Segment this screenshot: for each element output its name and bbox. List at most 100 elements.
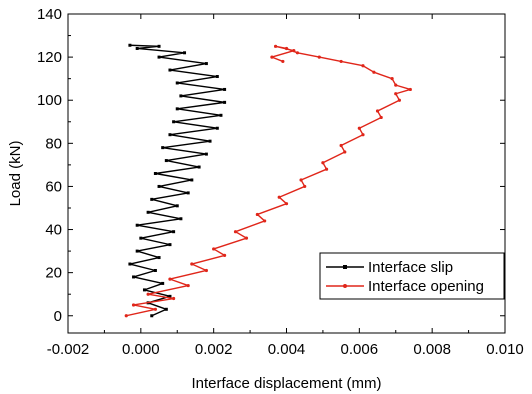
legend-marker: [343, 284, 347, 288]
data-point: [175, 81, 179, 85]
data-point: [372, 70, 376, 74]
data-point: [172, 230, 176, 234]
data-point: [281, 59, 285, 64]
y-tick-label: 100: [37, 92, 62, 109]
data-point: [146, 210, 150, 214]
data-point: [168, 294, 172, 298]
data-point: [150, 197, 154, 201]
axis-ticks: [67, 13, 506, 333]
data-point: [361, 133, 365, 137]
data-point: [408, 87, 412, 92]
data-point: [197, 165, 201, 169]
data-point: [179, 94, 183, 98]
data-point: [215, 75, 219, 79]
data-point: [168, 133, 172, 137]
data-point: [317, 55, 321, 59]
data-point: [375, 109, 380, 113]
x-axis-title: Interface displacement (mm): [191, 375, 381, 392]
data-point: [135, 46, 139, 50]
data-point: [204, 268, 208, 273]
data-point: [299, 178, 303, 182]
series-line: [129, 44, 226, 317]
data-point: [343, 150, 347, 154]
x-tick-label: -0.002: [47, 341, 90, 358]
x-tick-label: 0.002: [195, 341, 233, 358]
data-point: [223, 100, 227, 104]
data-point: [131, 303, 136, 307]
data-point: [277, 195, 281, 199]
data-point: [339, 59, 343, 64]
data-point: [157, 256, 161, 260]
legend-marker: [343, 265, 347, 269]
data-point: [153, 172, 157, 175]
data-point: [164, 159, 168, 163]
x-tick-label: 0.006: [341, 341, 379, 358]
data-point: [204, 62, 208, 66]
legend-label: Interface opening: [368, 278, 484, 295]
data-point: [339, 143, 343, 148]
legend-item: Interface opening: [326, 278, 484, 295]
x-tick-label: 0.008: [413, 341, 451, 358]
data-point: [135, 249, 139, 253]
data-point: [361, 64, 365, 68]
data-point: [303, 184, 307, 189]
y-tick-label: 20: [45, 265, 62, 282]
data-point: [157, 44, 161, 48]
x-tick-label: 0.000: [122, 341, 160, 358]
legend-box: [319, 252, 505, 300]
x-tick-label: 0.010: [486, 341, 524, 358]
data-point: [244, 236, 249, 240]
y-tick-label: 140: [37, 6, 62, 23]
y-tick-label: 80: [45, 135, 62, 152]
data-point: [223, 87, 227, 91]
data-point: [132, 275, 136, 279]
data-point: [394, 92, 398, 96]
data-point: [284, 46, 289, 51]
data-point: [212, 247, 216, 251]
data-point: [190, 178, 194, 182]
data-point: [128, 43, 132, 47]
data-point: [324, 167, 329, 171]
data-point: [394, 83, 398, 87]
data-point: [270, 55, 274, 59]
x-tick-label: 0.004: [268, 341, 306, 358]
data-point: [161, 146, 165, 150]
data-point: [150, 314, 154, 318]
data-point: [168, 277, 172, 281]
series-line: [126, 45, 412, 317]
data-point: [139, 236, 143, 240]
data-point: [175, 204, 179, 208]
data-point: [284, 202, 289, 206]
data-point: [183, 51, 187, 55]
data-point: [157, 184, 161, 188]
data-point: [215, 126, 219, 130]
series-layer: [124, 43, 412, 318]
data-point: [172, 120, 176, 124]
legend-label: Interface slip: [368, 259, 453, 276]
data-point: [124, 314, 128, 318]
data-point: [161, 281, 165, 285]
data-point: [186, 283, 190, 288]
legend: Interface slip Interface opening: [319, 252, 505, 300]
series-interface-opening: [124, 44, 412, 318]
data-point: [255, 212, 259, 217]
data-point: [204, 152, 208, 156]
data-point: [292, 49, 296, 53]
y-tick-label: 0: [54, 308, 62, 325]
data-point: [273, 44, 278, 48]
data-point: [190, 262, 194, 266]
data-point: [379, 115, 383, 120]
y-tick-label: 60: [45, 178, 62, 195]
data-point: [153, 307, 157, 311]
data-point: [295, 51, 300, 55]
data-point: [321, 161, 325, 165]
data-point: [168, 243, 172, 247]
data-point: [172, 296, 176, 301]
data-point: [219, 113, 223, 117]
data-point: [263, 219, 267, 223]
data-point: [146, 292, 150, 296]
data-point: [168, 68, 172, 72]
y-axis-title: Load (kN): [7, 141, 24, 207]
